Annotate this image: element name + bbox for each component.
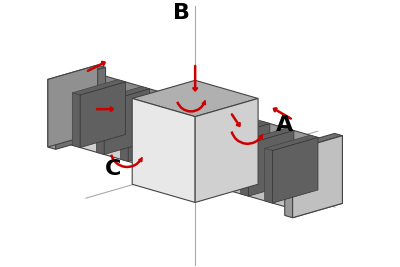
Polygon shape [120, 93, 174, 109]
Polygon shape [265, 135, 318, 151]
Polygon shape [141, 100, 186, 165]
Polygon shape [120, 107, 128, 162]
Polygon shape [204, 131, 295, 210]
Polygon shape [216, 121, 270, 137]
Polygon shape [128, 96, 174, 162]
Polygon shape [104, 89, 150, 155]
Text: A: A [276, 115, 293, 135]
Polygon shape [50, 73, 186, 113]
Polygon shape [241, 128, 294, 144]
Text: C: C [104, 159, 121, 179]
Polygon shape [132, 80, 258, 117]
Polygon shape [224, 124, 270, 189]
Polygon shape [50, 86, 141, 165]
Polygon shape [48, 65, 106, 82]
Polygon shape [216, 135, 224, 189]
Polygon shape [48, 65, 98, 147]
Polygon shape [248, 131, 294, 196]
Polygon shape [272, 138, 318, 203]
Polygon shape [285, 134, 342, 150]
Polygon shape [72, 80, 126, 95]
Polygon shape [80, 82, 126, 148]
Polygon shape [265, 148, 272, 203]
Polygon shape [56, 67, 106, 149]
Polygon shape [132, 99, 195, 202]
Polygon shape [96, 100, 104, 155]
Polygon shape [293, 136, 342, 218]
Polygon shape [72, 93, 80, 148]
Polygon shape [241, 141, 248, 196]
Polygon shape [96, 87, 150, 102]
Polygon shape [195, 99, 258, 202]
Text: B: B [173, 3, 190, 23]
Polygon shape [285, 148, 293, 218]
Polygon shape [48, 79, 56, 149]
Polygon shape [293, 136, 342, 218]
Polygon shape [295, 144, 340, 210]
Polygon shape [204, 118, 340, 157]
